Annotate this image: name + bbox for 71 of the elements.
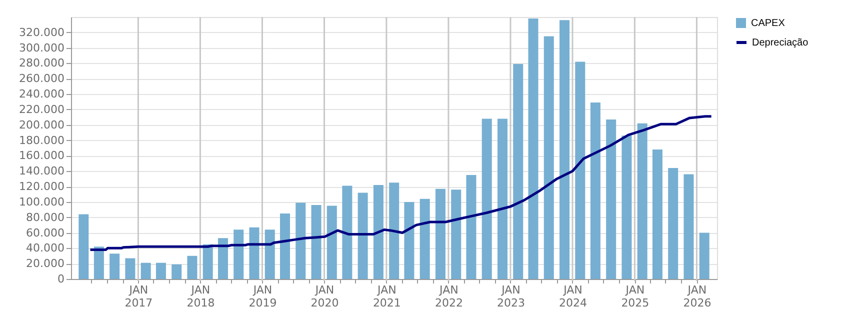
bar [342,186,352,279]
bar [234,230,244,279]
bar [652,150,662,279]
x-tick-label: JAN 2021 [372,284,401,310]
x-tick-label: JAN 2026 [683,284,712,310]
bar [622,136,632,279]
bar [326,206,337,279]
y-tick-label: 160.000 [19,149,64,162]
bar [125,258,136,279]
y-tick-label: 320.000 [19,26,64,39]
bar [264,230,275,279]
y-tick-label: 220.000 [19,102,64,116]
bar [187,256,198,279]
bar [358,192,368,279]
bar [218,238,228,279]
bar [606,119,616,279]
x-tick-label: JAN 2023 [496,284,525,310]
x-tick-label: JAN 2024 [559,284,587,310]
line-series [89,115,713,251]
bar [668,168,678,279]
y-tick-label: 0 [58,272,64,286]
bar [544,36,554,279]
bar [513,64,524,279]
bar [311,205,322,279]
bar [451,190,462,279]
bar [560,20,570,279]
bar [373,184,384,279]
bar [296,202,306,279]
y-tick-label: 100.000 [19,195,64,208]
legend-label: Depreciação [752,38,809,48]
y-tick-label: 120.000 [19,180,64,194]
bar [684,174,694,279]
bar [637,123,648,279]
bar [575,62,586,279]
bar [172,264,182,279]
x-tick-label: JAN 2018 [186,284,215,310]
bar [404,202,414,279]
bar [482,118,492,279]
y-tick-label: 200.000 [19,118,64,132]
bar [280,214,290,279]
y-tick-label: 240.000 [19,88,64,101]
x-tick-label: JAN 2025 [621,284,650,310]
bar [497,118,508,279]
bar [78,214,89,279]
bar [528,18,538,279]
bar [389,182,400,279]
y-tick-label: 260.000 [19,72,64,86]
bar [140,262,151,279]
y-tick-label: 300.000 [19,41,64,54]
bar [699,232,710,279]
y-tick-label: 140.000 [19,164,64,178]
bar [420,198,430,279]
bar [435,188,446,279]
bar [202,244,213,279]
x-tick-label: JAN 2022 [434,284,463,310]
bar [110,254,120,279]
bar [466,174,476,279]
y-tick-label: 280.000 [19,56,64,70]
bar [249,227,260,279]
bar [156,262,166,279]
x-tick-label: JAN 2017 [124,284,153,310]
legend-label: CAPEX [751,18,786,29]
x-tick-label: JAN 2020 [310,284,339,310]
y-tick-label: 60.000 [26,226,64,240]
bar [590,102,600,279]
y-tick-label: 20.000 [26,257,64,270]
bar [94,246,104,279]
x-tick-label: JAN 2019 [248,284,277,310]
y-tick-label: 40.000 [26,242,64,255]
y-tick-label: 80.000 [26,210,64,224]
y-tick-label: 180.000 [19,134,64,147]
